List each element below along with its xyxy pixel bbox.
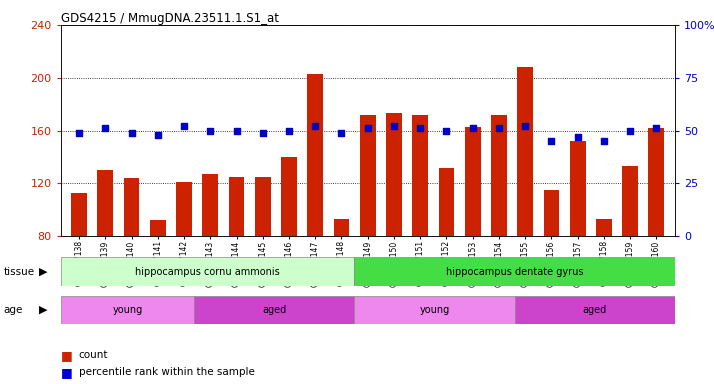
Bar	[354, 257, 675, 286]
Point	[545, 138, 557, 144]
Text: hippocampus dentate gyrus: hippocampus dentate gyrus	[446, 266, 583, 277]
Point	[598, 138, 610, 144]
Point	[362, 125, 373, 131]
Text: ▶: ▶	[39, 266, 48, 277]
Bar	[333, 219, 349, 236]
Bar	[281, 157, 297, 236]
Point	[178, 123, 190, 129]
Point	[336, 130, 347, 136]
Bar	[412, 115, 428, 236]
Text: ■: ■	[61, 349, 72, 362]
Bar	[124, 178, 139, 236]
Point	[126, 130, 137, 136]
Point	[309, 123, 321, 129]
Point	[572, 134, 583, 140]
Text: age: age	[4, 305, 23, 315]
Text: ▶: ▶	[39, 305, 48, 315]
Bar	[71, 193, 87, 236]
Bar	[465, 127, 481, 236]
Point	[467, 125, 478, 131]
Point	[415, 125, 426, 131]
Bar	[228, 177, 244, 236]
Point	[152, 132, 164, 138]
Bar	[97, 170, 114, 236]
Point	[441, 127, 452, 134]
Bar	[176, 182, 192, 236]
Point	[625, 127, 636, 134]
Bar	[596, 219, 612, 236]
Bar	[648, 128, 664, 236]
Bar	[543, 190, 559, 236]
Text: GDS4215 / MmugDNA.23511.1.S1_at: GDS4215 / MmugDNA.23511.1.S1_at	[61, 12, 278, 25]
Text: aged: aged	[262, 305, 286, 315]
Bar	[360, 115, 376, 236]
Bar	[61, 257, 354, 286]
Bar	[61, 296, 194, 324]
Point	[650, 125, 662, 131]
Bar	[515, 296, 675, 324]
Bar	[570, 141, 585, 236]
Point	[257, 130, 268, 136]
Text: percentile rank within the sample: percentile rank within the sample	[79, 367, 254, 377]
Point	[231, 127, 242, 134]
Text: ■: ■	[61, 366, 72, 379]
Text: count: count	[79, 350, 108, 360]
Bar	[517, 67, 533, 236]
Text: aged: aged	[583, 305, 607, 315]
Bar	[150, 220, 166, 236]
Bar	[202, 174, 218, 236]
Point	[204, 127, 216, 134]
Point	[283, 127, 295, 134]
Point	[520, 123, 531, 129]
Bar	[255, 177, 271, 236]
Bar	[622, 166, 638, 236]
Point	[493, 125, 505, 131]
Text: hippocampus cornu ammonis: hippocampus cornu ammonis	[135, 266, 280, 277]
Bar	[354, 296, 515, 324]
Bar	[386, 113, 402, 236]
Bar	[491, 115, 507, 236]
Text: young: young	[419, 305, 450, 315]
Point	[99, 125, 111, 131]
Bar	[194, 296, 354, 324]
Point	[388, 123, 400, 129]
Bar	[307, 74, 323, 236]
Bar	[438, 167, 454, 236]
Point	[74, 130, 85, 136]
Text: tissue: tissue	[4, 266, 35, 277]
Text: young: young	[112, 305, 143, 315]
